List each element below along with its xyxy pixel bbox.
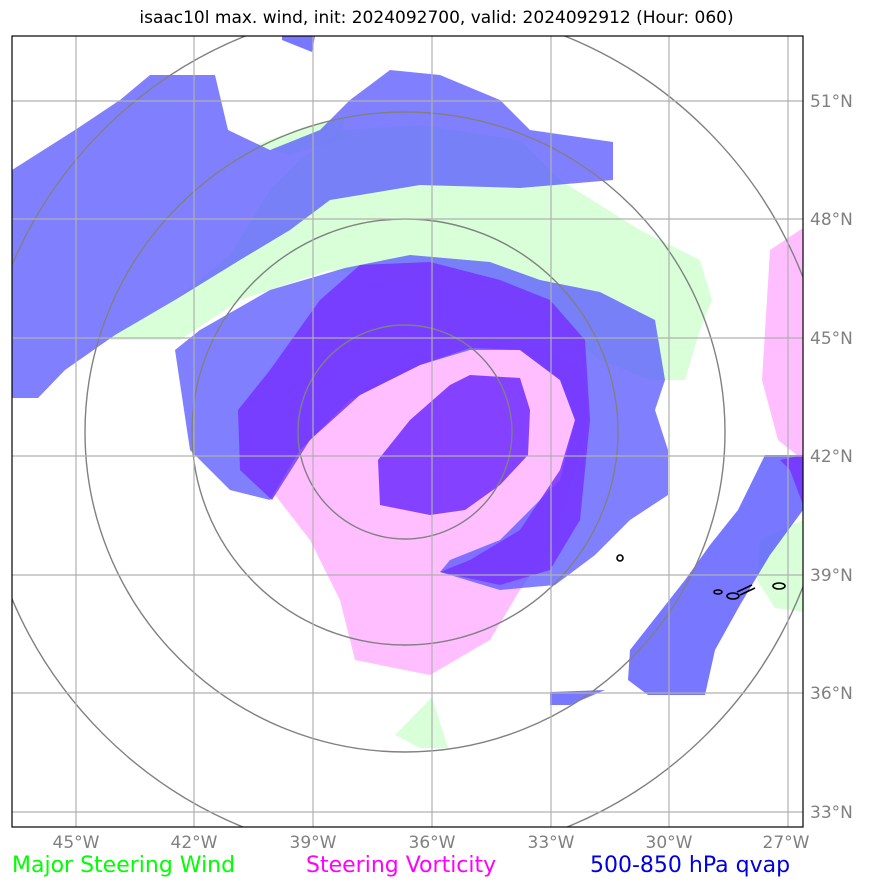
qvap-region-east-tip — [780, 455, 803, 505]
latitude-label: 45°N — [810, 329, 853, 349]
graticule — [12, 36, 803, 827]
map-layers — [12, 36, 803, 827]
latitude-label: 42°N — [810, 447, 853, 467]
island-outline — [713, 589, 723, 595]
legend-qvap: 500-850 hPa qvap — [590, 853, 791, 878]
latitude-label: 39°N — [810, 566, 853, 586]
map-frame — [11, 35, 804, 828]
qvap-region-center — [378, 375, 530, 515]
longitude-label: 42°W — [171, 833, 218, 853]
map-title: isaac10l max. wind, init: 2024092700, va… — [139, 8, 734, 28]
longitude-label: 33°W — [528, 833, 575, 853]
range-ring — [84, 111, 726, 753]
legend-steering-vorticity: Steering Vorticity — [306, 853, 497, 878]
longitude-label: 30°W — [646, 833, 693, 853]
latitude-label: 48°N — [810, 210, 853, 230]
coastlines — [616, 554, 786, 600]
qvap-region-south-sliver — [550, 690, 605, 705]
longitude-label: 27°W — [763, 833, 810, 853]
steering-vorticity-region-east — [762, 228, 803, 460]
latitude-label: 33°N — [810, 803, 853, 823]
island-outline — [616, 554, 624, 562]
longitude-label: 36°W — [409, 833, 456, 853]
legend-steering-wind: Major Steering Wind — [12, 853, 236, 878]
island-outline — [772, 582, 786, 590]
island-outline — [739, 587, 756, 596]
steering-wind-region-northwest — [255, 118, 345, 155]
longitude-labels: 45°W 42°W 39°W 36°W 33°W 30°W 27°W — [53, 833, 810, 853]
latitude-label: 36°N — [810, 684, 853, 704]
longitude-label: 39°W — [290, 833, 337, 853]
latitude-labels: 51°N 48°N 45°N 42°N 39°N 36°N 33°N — [810, 92, 853, 823]
qvap-region-north-sliver — [282, 36, 315, 52]
qvap-region-core — [238, 262, 590, 585]
island-outline — [726, 592, 740, 600]
island-outline — [736, 584, 753, 593]
longitude-label: 45°W — [53, 833, 100, 853]
latitude-label: 51°N — [810, 92, 853, 112]
steering-wind-region-south — [395, 697, 448, 748]
range-ring — [297, 324, 513, 540]
